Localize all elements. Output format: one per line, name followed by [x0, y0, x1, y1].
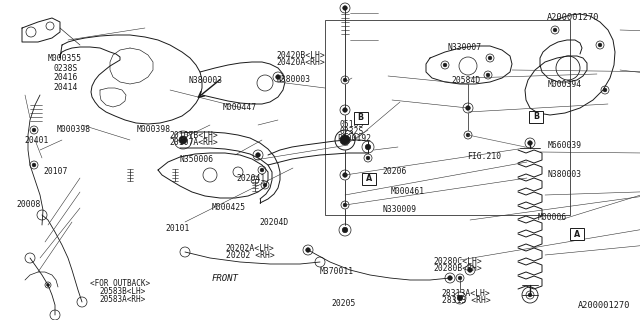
Circle shape: [342, 227, 348, 233]
Text: N380003: N380003: [189, 76, 223, 85]
Text: M000461: M000461: [390, 188, 424, 196]
Circle shape: [343, 108, 348, 112]
Circle shape: [448, 276, 452, 280]
Text: M000447: M000447: [223, 103, 257, 112]
Text: 20583A<RH>: 20583A<RH>: [99, 295, 145, 304]
Text: M000425: M000425: [211, 203, 245, 212]
Circle shape: [466, 133, 470, 137]
Bar: [362, 172, 376, 185]
Text: M000398: M000398: [136, 125, 170, 134]
Bar: [529, 111, 543, 123]
Bar: [570, 228, 584, 240]
Text: 20202A<LH>: 20202A<LH>: [226, 244, 275, 253]
Text: 20107: 20107: [44, 167, 68, 176]
Text: M000398: M000398: [56, 125, 90, 134]
Text: FIG.210: FIG.210: [467, 152, 501, 161]
Circle shape: [32, 128, 36, 132]
Text: 20205: 20205: [332, 300, 356, 308]
Circle shape: [179, 136, 187, 144]
Circle shape: [365, 144, 371, 150]
Circle shape: [604, 88, 607, 92]
Circle shape: [306, 248, 310, 252]
Circle shape: [458, 276, 462, 280]
Circle shape: [598, 43, 602, 47]
Text: 28313A<LH>: 28313A<LH>: [442, 289, 490, 298]
Circle shape: [343, 203, 347, 207]
Text: N380003: N380003: [547, 170, 581, 179]
Circle shape: [47, 284, 49, 286]
Text: M000355: M000355: [48, 54, 82, 63]
Text: N330009: N330009: [383, 205, 417, 214]
Circle shape: [343, 6, 348, 10]
Circle shape: [488, 56, 492, 60]
Circle shape: [458, 295, 463, 301]
Text: 202041: 202041: [237, 174, 266, 183]
Circle shape: [528, 141, 532, 145]
Text: 20008: 20008: [16, 200, 40, 209]
Bar: [325, 20, 570, 215]
Circle shape: [553, 28, 557, 32]
Text: 20280C<LH>: 20280C<LH>: [434, 257, 483, 266]
Text: 20583B<LH>: 20583B<LH>: [99, 287, 145, 296]
Bar: [354, 112, 368, 124]
Text: 20420A<RH>: 20420A<RH>: [276, 58, 325, 67]
Text: A200001270: A200001270: [547, 13, 600, 22]
Text: 0232S: 0232S: [339, 127, 364, 136]
Text: B: B: [358, 113, 364, 122]
Circle shape: [256, 153, 260, 157]
Text: 0510S: 0510S: [339, 120, 364, 129]
Circle shape: [366, 156, 370, 160]
Text: 20204D: 20204D: [259, 218, 289, 227]
Text: FRONT: FRONT: [211, 274, 238, 283]
Text: <FOR OUTBACK>: <FOR OUTBACK>: [90, 279, 150, 288]
Text: N350006: N350006: [179, 155, 213, 164]
Circle shape: [528, 293, 532, 297]
Circle shape: [260, 168, 264, 172]
Text: 20206: 20206: [383, 167, 407, 176]
Circle shape: [466, 106, 470, 110]
Text: M00006: M00006: [538, 213, 567, 222]
Text: A: A: [366, 174, 372, 183]
Text: 20107A<RH>: 20107A<RH>: [170, 138, 218, 147]
Circle shape: [343, 78, 347, 82]
Circle shape: [468, 268, 472, 272]
Text: 20280B<RH>: 20280B<RH>: [434, 264, 483, 273]
Circle shape: [263, 183, 267, 187]
Text: 0238S: 0238S: [53, 64, 77, 73]
Text: 20420B<LH>: 20420B<LH>: [276, 51, 325, 60]
Text: 20202 <RH>: 20202 <RH>: [226, 252, 275, 260]
Circle shape: [443, 63, 447, 67]
Circle shape: [276, 75, 280, 79]
Text: M660039: M660039: [547, 141, 581, 150]
Text: 20401: 20401: [24, 136, 49, 145]
Text: M000394: M000394: [547, 80, 581, 89]
Text: 20101: 20101: [165, 224, 189, 233]
Text: 20414: 20414: [53, 83, 77, 92]
Text: 20416: 20416: [53, 73, 77, 82]
Text: 20584D: 20584D: [451, 76, 481, 85]
Circle shape: [32, 163, 36, 167]
Text: N380003: N380003: [276, 76, 310, 84]
Text: 20107B<LH>: 20107B<LH>: [170, 131, 218, 140]
Circle shape: [343, 173, 348, 177]
Circle shape: [486, 73, 490, 77]
Text: B: B: [533, 112, 539, 121]
Text: N330007: N330007: [448, 43, 482, 52]
Circle shape: [340, 135, 350, 145]
Text: A: A: [574, 230, 580, 239]
Text: A200001270: A200001270: [577, 301, 630, 310]
Text: P100192: P100192: [337, 134, 371, 143]
Text: 28313 <RH>: 28313 <RH>: [442, 296, 490, 305]
Text: M370011: M370011: [320, 268, 354, 276]
